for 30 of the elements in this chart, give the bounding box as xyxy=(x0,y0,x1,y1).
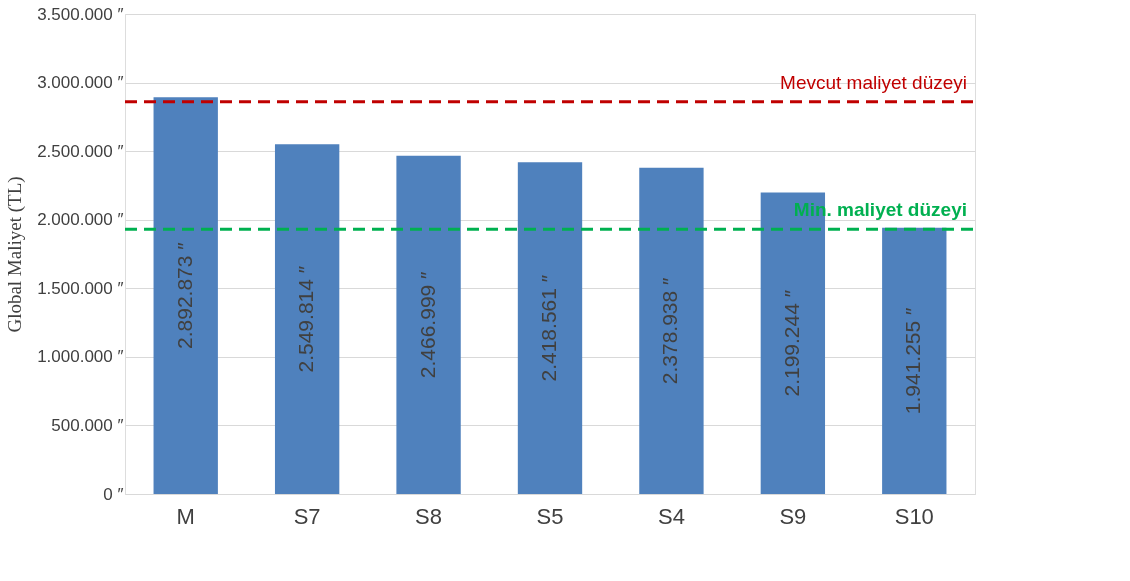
x-tick-label: S5 xyxy=(536,503,564,529)
data-label: 2.892.873 ″ xyxy=(172,241,196,349)
bar xyxy=(153,97,218,494)
x-tick-label: S10 xyxy=(894,503,934,529)
data-label: 2.418.561 ″ xyxy=(537,274,560,382)
y-axis-title: Global Maliyet (TL) xyxy=(4,176,27,333)
y-tick-label: 0 ″ xyxy=(103,484,124,504)
y-tick-label: 3.000.000 ″ xyxy=(37,73,124,93)
bar xyxy=(639,167,704,494)
bar xyxy=(882,227,947,494)
x-tick-label: M xyxy=(176,503,195,529)
y-tick-label: 3.500.000 ″ xyxy=(37,4,124,24)
ref-line-label: Mevcut maliyet düzeyi xyxy=(780,71,967,93)
y-tick-label: 2.500.000 ″ xyxy=(37,141,124,161)
x-tick-label: S4 xyxy=(657,503,685,529)
bar xyxy=(274,144,340,494)
data-label: 2.549.814 ″ xyxy=(294,265,318,373)
x-tick-label: S7 xyxy=(293,503,321,529)
y-tick-label: 1.500.000 ″ xyxy=(37,278,124,298)
y-tick-label: 500.000 ″ xyxy=(51,415,124,435)
x-tick-label: S9 xyxy=(779,503,807,529)
bar xyxy=(396,155,461,494)
data-label: 2.199.244 ″ xyxy=(779,289,803,397)
bar xyxy=(517,162,583,494)
x-tick-label: S8 xyxy=(415,503,443,529)
data-label: 1.941.255 ″ xyxy=(901,306,925,415)
y-tick-label: 1.000.000 ″ xyxy=(37,347,124,367)
data-label: 2.466.999 ″ xyxy=(415,270,439,379)
data-label: 2.378.938 ″ xyxy=(658,276,682,385)
y-tick-label: 2.000.000 ″ xyxy=(37,210,124,230)
